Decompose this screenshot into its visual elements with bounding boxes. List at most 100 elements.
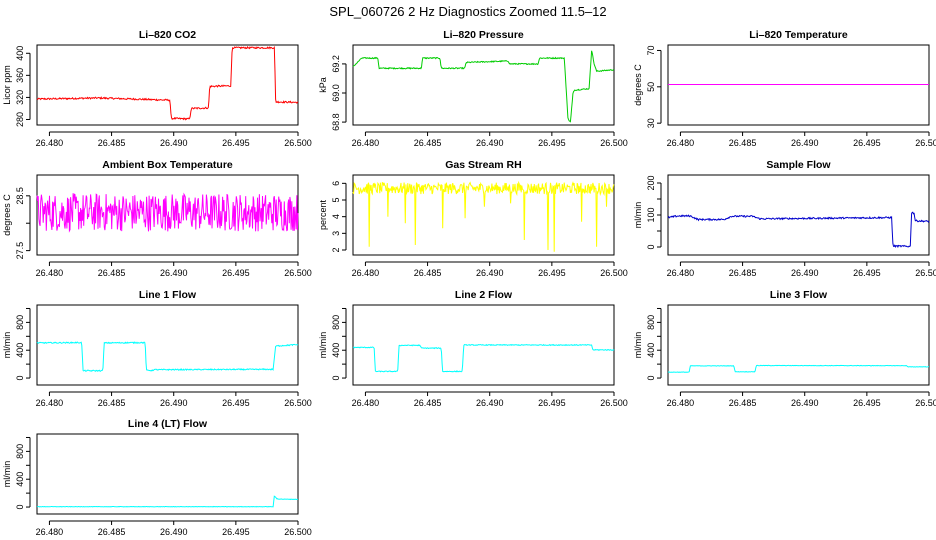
y-tick-label: 2: [331, 247, 341, 252]
panel-l2: Line 2 Flow 26.480 26.485 26.490 26.495 26.50…: [318, 289, 628, 408]
y-axis-label: percent: [318, 199, 328, 230]
series-line: [36, 192, 299, 233]
x-tick-label: 26.500: [284, 268, 312, 278]
x-tick-label: 26.490: [160, 398, 188, 408]
y-tick-label: 30: [646, 118, 656, 128]
y-tick-label: 0: [646, 376, 656, 381]
panel-title: Li–820 Pressure: [443, 29, 524, 41]
series-line: [667, 211, 930, 249]
x-tick-label: 26.480: [36, 527, 64, 537]
panel-l3: Line 3 Flow 26.480 26.485 26.490 26.495 26.50…: [633, 289, 936, 408]
x-tick-label: 26.480: [352, 138, 380, 148]
series-line: [352, 180, 615, 252]
plot-frame: [667, 174, 930, 256]
y-tick-label: 800: [646, 315, 656, 330]
x-tick-label: 26.480: [36, 138, 64, 148]
x-tick-label: 26.480: [667, 398, 695, 408]
x-tick-label: 26.480: [352, 398, 380, 408]
panels: Li–820 CO2 26.480 26.485 26.490 26.495 26.500…: [2, 29, 936, 537]
x-tick-label: 26.490: [476, 398, 504, 408]
x-tick-label: 26.480: [667, 138, 695, 148]
x-tick-label: 26.495: [538, 398, 566, 408]
x-tick-label: 26.495: [853, 398, 881, 408]
panel-sflow: Sample Flow 26.480 26.485 26.490 26.495 26.50…: [633, 159, 936, 278]
x-tick-label: 26.500: [284, 527, 312, 537]
panel-title: Sample Flow: [766, 159, 831, 171]
x-tick-label: 26.500: [600, 138, 628, 148]
panel-title: Line 3 Flow: [770, 289, 828, 301]
y-tick-label: 6: [331, 181, 341, 186]
plot-frame: [36, 304, 299, 386]
y-tick-label: 400: [646, 343, 656, 358]
y-tick-label: 320: [15, 90, 25, 105]
panel-rh: Gas Stream RH 26.480 26.485 26.490 26.495 26.…: [318, 159, 628, 278]
y-tick-label: 400: [331, 343, 341, 358]
y-tick-label: 28.5: [15, 187, 25, 205]
y-tick-label: 5: [331, 197, 341, 202]
y-axis-label: ml/min: [633, 202, 643, 229]
panel-l4: Line 4 (LT) Flow 26.480 26.485 26.490 26.495…: [2, 418, 312, 537]
series-line: [352, 343, 615, 373]
x-tick-label: 26.480: [36, 268, 64, 278]
panel-title: Li–820 Temperature: [749, 29, 848, 41]
y-tick-label: 50: [646, 82, 656, 92]
panel-title: Gas Stream RH: [445, 159, 521, 171]
panel-title: Line 1 Flow: [139, 289, 197, 301]
figure-title: SPL_060726 2 Hz Diagnostics Zoomed 11.5–…: [329, 4, 606, 19]
x-tick-label: 26.500: [915, 268, 936, 278]
x-tick-label: 26.495: [222, 527, 250, 537]
x-tick-label: 26.500: [284, 398, 312, 408]
panel-pressure: Li–820 Pressure 26.480 26.485 26.490 26.495 2…: [318, 29, 628, 148]
y-axis-label: ml/min: [318, 332, 328, 359]
y-tick-label: 0: [331, 376, 341, 381]
y-tick-label: 400: [15, 472, 25, 487]
x-tick-label: 26.490: [476, 268, 504, 278]
plot-frame: [36, 44, 299, 126]
y-tick-label: 0: [15, 376, 25, 381]
x-tick-label: 26.485: [729, 138, 757, 148]
plot-frame: [36, 433, 299, 515]
x-tick-label: 26.490: [476, 138, 504, 148]
y-axis-label: ml/min: [633, 332, 643, 359]
series-line: [352, 50, 615, 123]
x-tick-label: 26.490: [160, 138, 188, 148]
y-tick-label: 68.8: [331, 113, 341, 131]
y-tick-label: 100: [646, 207, 656, 222]
y-tick-label: 400: [15, 343, 25, 358]
y-tick-label: 360: [15, 68, 25, 83]
y-tick-label: 0: [646, 244, 656, 249]
x-tick-label: 26.495: [538, 138, 566, 148]
y-tick-label: 400: [15, 46, 25, 61]
panel-temp: Li–820 Temperature 26.480 26.485 26.490 26.4…: [633, 29, 936, 148]
plot-frame: [352, 174, 615, 256]
x-tick-label: 26.485: [414, 138, 442, 148]
panel-title: Ambient Box Temperature: [102, 159, 233, 171]
y-axis-label: Licor ppm: [2, 65, 12, 105]
x-tick-label: 26.495: [222, 138, 250, 148]
series-line: [667, 364, 929, 373]
y-tick-label: 4: [331, 214, 341, 219]
x-tick-label: 26.480: [667, 268, 695, 278]
x-tick-label: 26.485: [98, 138, 126, 148]
plot-frame: [352, 304, 615, 386]
series-line: [36, 495, 299, 508]
series-line: [36, 341, 299, 372]
x-tick-label: 26.490: [160, 268, 188, 278]
x-tick-label: 26.500: [600, 398, 628, 408]
x-tick-label: 26.485: [414, 268, 442, 278]
x-tick-label: 26.490: [160, 527, 188, 537]
x-tick-label: 26.485: [98, 527, 126, 537]
x-tick-label: 26.485: [729, 398, 757, 408]
panel-title: Line 2 Flow: [455, 289, 513, 301]
y-axis-label: ml/min: [2, 332, 12, 359]
y-tick-label: 70: [646, 45, 656, 55]
panel-title: Li–820 CO2: [139, 29, 196, 41]
x-tick-label: 26.485: [98, 398, 126, 408]
y-tick-label: 200: [646, 175, 656, 190]
x-tick-label: 26.490: [791, 268, 819, 278]
y-tick-label: 800: [331, 315, 341, 330]
x-tick-label: 26.485: [98, 268, 126, 278]
panel-title: Line 4 (LT) Flow: [128, 418, 208, 430]
y-tick-label: 280: [15, 112, 25, 127]
